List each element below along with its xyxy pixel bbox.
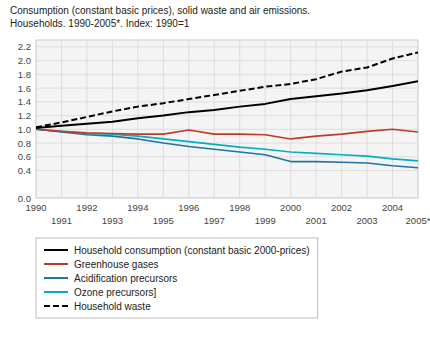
grid-line (163, 40, 164, 198)
legend-label: Ozone precursors] (74, 287, 156, 298)
x-tick-label: 2004 (382, 202, 403, 213)
x-tick-label: 1994 (127, 202, 148, 213)
legend-box (36, 238, 318, 318)
chart: Consumption (constant basic prices), sol… (0, 0, 430, 351)
grid (36, 40, 418, 198)
series-line (36, 129, 418, 161)
x-tick-label: 2001 (306, 215, 327, 226)
title-line: Households. 1990-2005*. Index: 1990=1 (10, 18, 190, 29)
grid-line (290, 40, 291, 198)
y-tick-label: 2.2 (18, 41, 31, 52)
y-tick-label: 1.4 (18, 96, 31, 107)
x-tick-label: 1990 (25, 202, 46, 213)
grid-line (392, 40, 393, 198)
legend-handle (44, 263, 68, 265)
legend-label: Household waste (74, 301, 151, 312)
grid-line (36, 143, 418, 144)
x-tick-label: 1998 (229, 202, 250, 213)
y-tick-label: 2.0 (18, 55, 31, 66)
grid-line (316, 40, 317, 198)
y-tick-label: 0.4 (18, 165, 31, 176)
series-line (36, 129, 418, 139)
lines (36, 52, 418, 167)
x-tick-label: 1991 (51, 215, 72, 226)
plot-area (36, 40, 418, 198)
legend-label: Household consumption (constant basic 20… (74, 245, 310, 256)
grid-line (265, 40, 266, 198)
series-line (36, 129, 418, 167)
x-tick-label: 1999 (255, 215, 276, 226)
grid-line (36, 60, 418, 61)
legend-handle (44, 277, 68, 279)
y-tick-label: 0.8 (18, 138, 31, 149)
title-line: Consumption (constant basic prices), sol… (10, 5, 310, 16)
x-tick-label: 1992 (76, 202, 97, 213)
x-tick-label: 2005* (406, 215, 430, 226)
grid-line (239, 40, 240, 198)
grid-line (418, 40, 419, 198)
series-line (36, 81, 418, 128)
y-tick-label: 1.8 (18, 69, 31, 80)
grid-line (112, 40, 113, 198)
grid-line (36, 101, 418, 102)
grid-line (214, 40, 215, 198)
grid-line (61, 40, 62, 198)
x-tick-label: 1995 (153, 215, 174, 226)
legend: Household consumption (constant basic 20… (36, 238, 318, 318)
series-line (36, 52, 418, 127)
grid-line (367, 40, 368, 198)
grid-line (341, 40, 342, 198)
x-tick-label: 1993 (102, 215, 123, 226)
grid-line (36, 198, 418, 199)
y-tick-label: 1.0 (18, 124, 31, 135)
grid-line (36, 88, 418, 89)
grid-line (36, 129, 418, 130)
x-tick-label: 2002 (331, 202, 352, 213)
legend-label: Greenhouse gases (74, 259, 159, 270)
legend-label: Acidification precursors (74, 273, 177, 284)
x-tick-label: 1996 (178, 202, 199, 213)
grid-line (188, 40, 189, 198)
legend-handle (44, 305, 68, 307)
grid-line (36, 46, 418, 47)
x-tick-label: 2003 (356, 215, 377, 226)
grid-line (36, 40, 37, 198)
grid-line (86, 40, 87, 198)
x-tick-label: 1997 (204, 215, 225, 226)
x-tick-label: 2000 (280, 202, 301, 213)
legend-handle (44, 291, 68, 293)
y-tick-label: 1.2 (18, 110, 31, 121)
grid-line (36, 74, 418, 75)
y-tick-label: 0.6 (18, 151, 31, 162)
title: Consumption (constant basic prices), sol… (10, 5, 310, 29)
legend-handle (44, 249, 68, 251)
grid-line (36, 170, 418, 171)
y-tick-label: 1.6 (18, 83, 31, 94)
